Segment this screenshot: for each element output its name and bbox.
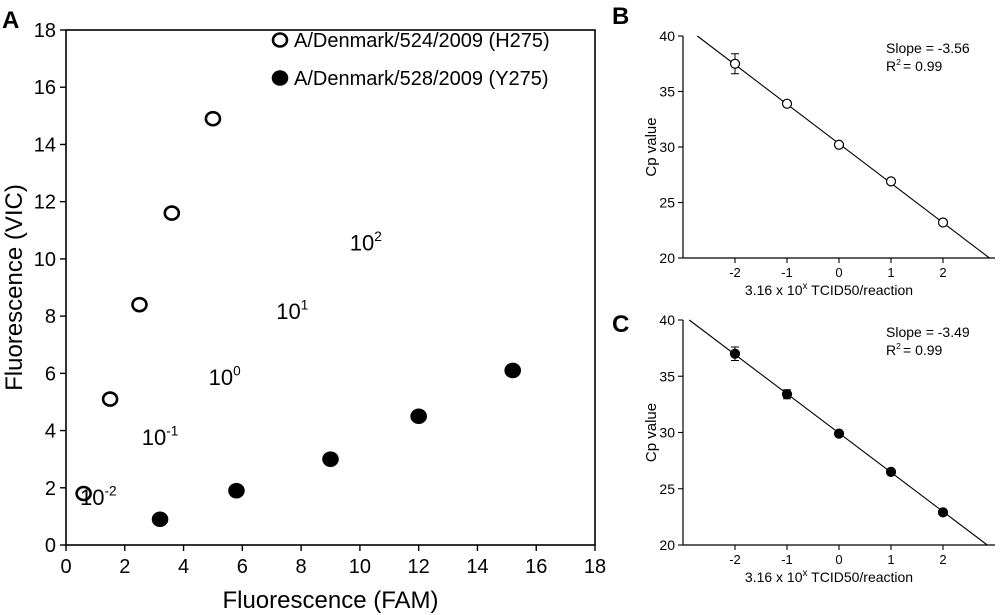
x-tick-label-b: 2 xyxy=(939,265,946,280)
x-tick-label-a: 14 xyxy=(466,556,488,578)
y-tick-label-a: 12 xyxy=(34,192,56,214)
open-point-a xyxy=(204,110,222,127)
y-axis-label-b: Cp value xyxy=(643,117,660,176)
legend-marker-a xyxy=(271,32,289,48)
dilution-label-a: 100 xyxy=(209,364,241,390)
x-tick-label-a: 0 xyxy=(60,556,71,578)
y-tick-label-c: 20 xyxy=(659,537,675,553)
y-tick-label-c: 25 xyxy=(659,481,675,497)
legend-marker-a xyxy=(271,70,289,86)
x-tick-label-c: -2 xyxy=(729,552,741,567)
x-tick-label-a: 6 xyxy=(237,556,248,578)
y-tick-label-a: 18 xyxy=(34,20,56,42)
filled-point-a xyxy=(410,408,427,425)
panel-a: A 0 2 4 6 8 10 12 14 16 18 0 2 4 6 8 10 12 14 16 18 Fluoresce… xyxy=(1,7,606,614)
y-tick-label-a: 14 xyxy=(34,134,56,156)
r2-text-b: = 0.99 xyxy=(903,58,943,74)
x-tick-label-a: 10 xyxy=(349,556,371,578)
filled-point-a xyxy=(228,482,245,499)
r2-text-c: = 0.99 xyxy=(903,342,943,358)
dilution-label-a: 10-1 xyxy=(142,424,179,450)
x-tick-label-b: 0 xyxy=(835,265,842,280)
filled-point-a xyxy=(504,362,522,379)
y-tick-label-a: 2 xyxy=(45,478,56,500)
y-tick-label-a: 10 xyxy=(34,249,56,271)
x-axis-label-b: 3.16 x 10x TCID50/reaction xyxy=(745,281,913,298)
y-tick-label-a: 0 xyxy=(45,535,56,557)
y-tick-label-a: 16 xyxy=(34,77,56,99)
y-tick-label-c: 35 xyxy=(659,368,675,384)
legend-label-a: A/Denmark/524/2009 (H275) xyxy=(294,30,550,52)
x-tick-label-a: 2 xyxy=(119,556,130,578)
y-tick-label-a: 8 xyxy=(45,306,56,328)
y-tick-label-b: 20 xyxy=(659,250,675,266)
open-point-a xyxy=(75,485,92,502)
x-tick-label-a: 8 xyxy=(296,556,307,578)
r2-symbol-c: R2 xyxy=(886,341,901,358)
panel-label-c: C xyxy=(612,311,629,338)
filled-point-c xyxy=(781,389,793,400)
panel-b: B -2 -1 0 1 2 20 25 30 35 40 3.16 x 10x TCID50/reac… xyxy=(612,3,995,298)
y-tick-label-b: 30 xyxy=(659,139,675,155)
y-tick-label-c: 30 xyxy=(659,425,675,441)
panel-label-a: A xyxy=(2,7,19,34)
filled-point-c xyxy=(833,428,845,439)
open-point-b xyxy=(729,58,741,69)
x-axis-label-a: Fluorescence (FAM) xyxy=(222,587,438,614)
panel-c: C -2 -1 0 1 2 20 25 30 35 40 3.16 x 10x TCID50/reac… xyxy=(612,311,995,585)
plot-frame-a xyxy=(65,29,596,546)
filled-point-a xyxy=(322,451,339,467)
y-axis-label-a: Fluorescence (VIC) xyxy=(1,184,28,391)
slope-text-c: Slope = -3.49 xyxy=(886,324,970,340)
x-tick-label-a: 12 xyxy=(408,556,430,578)
legend-label-a: A/Denmark/528/2009 (Y275) xyxy=(294,68,549,90)
dilution-label-a: 10-2 xyxy=(80,484,117,510)
filled-point-c xyxy=(729,348,741,359)
x-tick-label-a: 18 xyxy=(584,556,606,578)
open-point-b xyxy=(937,217,949,228)
filled-point-c xyxy=(885,466,897,477)
panel-label-b: B xyxy=(612,3,629,30)
x-tick-label-b: 1 xyxy=(887,265,894,280)
open-point-b xyxy=(833,139,845,150)
open-point-b xyxy=(781,98,793,109)
y-tick-label-b: 35 xyxy=(659,84,675,100)
y-tick-label-c: 40 xyxy=(659,312,675,328)
y-tick-label-a: 4 xyxy=(45,421,56,443)
filled-point-a xyxy=(151,511,169,528)
x-tick-label-a: 16 xyxy=(525,556,547,578)
x-axis-label-c: 3.16 x 10x TCID50/reaction xyxy=(745,568,913,585)
r2-symbol-b: R2 xyxy=(886,57,901,74)
y-axis-label-c: Cp value xyxy=(643,403,660,462)
open-point-b xyxy=(885,176,897,187)
open-point-a xyxy=(101,391,119,407)
x-tick-label-c: 0 xyxy=(835,552,842,567)
dilution-label-a: 101 xyxy=(276,298,308,324)
y-tick-label-b: 25 xyxy=(659,195,675,211)
open-point-a xyxy=(131,296,148,313)
x-tick-label-c: -1 xyxy=(781,552,793,567)
x-tick-label-a: 4 xyxy=(178,556,189,578)
dilution-label-a: 102 xyxy=(350,229,382,255)
y-tick-label-a: 6 xyxy=(45,363,56,385)
y-tick-label-b: 40 xyxy=(659,28,675,44)
x-tick-label-c: 2 xyxy=(939,552,946,567)
x-tick-label-b: -2 xyxy=(729,265,741,280)
slope-text-b: Slope = -3.56 xyxy=(886,40,970,56)
x-tick-label-b: -1 xyxy=(781,265,793,280)
open-point-a xyxy=(163,205,181,221)
filled-point-c xyxy=(937,507,949,518)
x-tick-label-c: 1 xyxy=(887,552,894,567)
